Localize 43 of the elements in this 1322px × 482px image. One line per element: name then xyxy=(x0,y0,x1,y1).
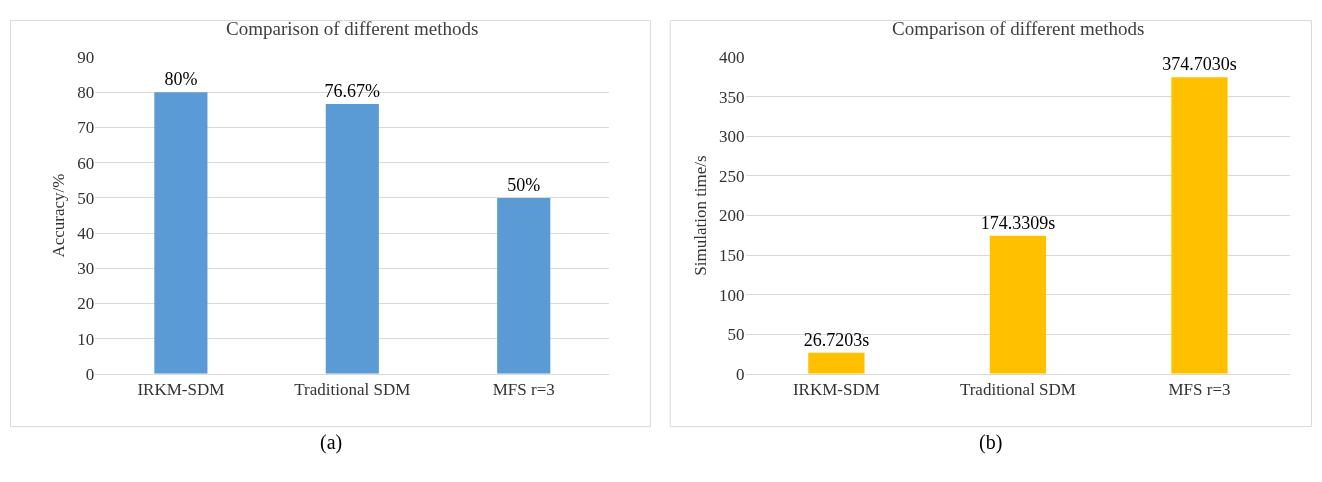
y-tick-label: 10 xyxy=(77,329,95,349)
x-tick-label: Traditional SDM xyxy=(294,380,411,400)
y-tick-label: 0 xyxy=(85,364,95,384)
chart-title: Comparison of different methods xyxy=(226,18,479,39)
y-tick-label: 0 xyxy=(736,364,745,384)
y-tick-label: 90 xyxy=(77,48,95,68)
y-tick-label: 60 xyxy=(77,153,95,173)
y-tick-label: 100 xyxy=(719,285,745,305)
data-label: 26.7203s xyxy=(803,329,870,350)
data-label: 174.3309s xyxy=(980,212,1056,233)
y-tick-label: 300 xyxy=(719,127,745,147)
y-tick-label: 200 xyxy=(719,206,745,226)
data-label: 76.67% xyxy=(324,81,381,102)
y-tick-label: 400 xyxy=(719,48,745,68)
bar xyxy=(325,104,379,374)
y-tick-label: 250 xyxy=(719,166,745,186)
text: (a) xyxy=(320,431,343,454)
data-label: 50% xyxy=(507,174,541,195)
y-axis-title: Simulation time/s xyxy=(690,155,710,276)
x-tick-label: Traditional SDM xyxy=(959,380,1076,400)
y-tick-label: 40 xyxy=(77,224,95,244)
y-tick-label: 50 xyxy=(77,188,95,208)
y-tick-label: 350 xyxy=(719,87,745,107)
chart-title: Comparison of different methods xyxy=(892,18,1145,39)
bar xyxy=(1171,77,1228,374)
y-tick-label: 20 xyxy=(77,294,95,314)
text: (b) xyxy=(979,431,1003,454)
x-tick-label: MFS r=3 xyxy=(492,380,555,400)
y-tick-label: 80 xyxy=(77,83,95,103)
bar xyxy=(808,352,865,374)
data-label: 80% xyxy=(164,69,198,90)
y-tick-label: 30 xyxy=(77,259,95,279)
data-label: 374.7030s xyxy=(1162,54,1237,75)
y-tick-label: 50 xyxy=(727,325,745,345)
bar xyxy=(154,92,208,374)
y-tick-label: 150 xyxy=(719,246,745,266)
bar xyxy=(989,235,1047,374)
y-axis-title: Accuracy/% xyxy=(48,173,68,258)
y-tick-label: 70 xyxy=(77,118,95,138)
x-tick-label: IRKM-SDM xyxy=(137,380,225,400)
bar xyxy=(497,197,551,374)
x-tick-label: MFS r=3 xyxy=(1168,380,1231,400)
x-tick-label: IRKM-SDM xyxy=(792,380,880,400)
